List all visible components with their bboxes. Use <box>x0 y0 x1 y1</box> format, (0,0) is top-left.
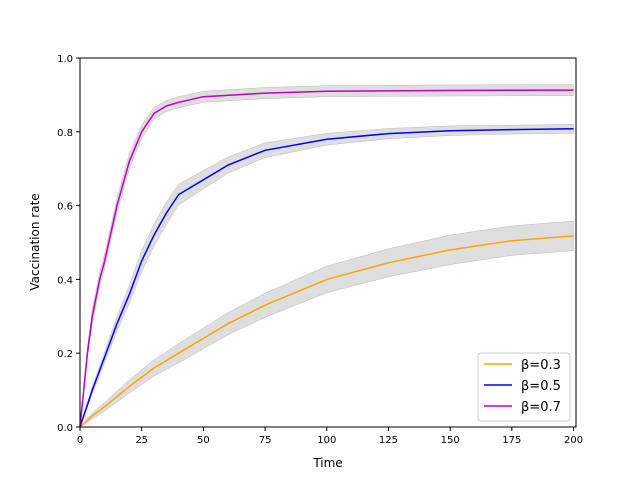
y-axis-ticks: 0.0 0.2 0.4 0.6 0.8 1.0 <box>57 54 80 434</box>
legend-label: β=0.3 <box>521 358 561 373</box>
legend-label: β=0.5 <box>521 379 561 394</box>
legend-label: β=0.7 <box>521 400 561 415</box>
x-tick-label: 125 <box>379 435 398 446</box>
y-tick-label: 0.2 <box>57 349 73 360</box>
y-tick-label: 1.0 <box>57 54 73 65</box>
x-tick-label: 200 <box>564 435 583 446</box>
y-axis-label: Vaccination rate <box>28 193 42 290</box>
x-tick-label: 0 <box>77 435 83 446</box>
line-series-0 <box>79 235 574 428</box>
y-tick-label: 0.0 <box>57 423 73 434</box>
x-tick-label: 25 <box>135 435 148 446</box>
legend: β=0.3 β=0.5 β=0.7 <box>477 352 571 422</box>
y-tick-label: 0.6 <box>57 202 73 213</box>
x-tick-label: 175 <box>502 435 521 446</box>
y-tick-label: 0.8 <box>57 128 73 139</box>
x-tick-label: 75 <box>259 435 272 446</box>
x-tick-label: 50 <box>197 435 210 446</box>
band-series-0 <box>79 220 574 428</box>
y-tick-label: 0.4 <box>57 275 73 286</box>
line-series-1 <box>79 128 574 428</box>
x-tick-label: 100 <box>317 435 336 446</box>
plot-frame <box>79 57 577 428</box>
legend-box <box>477 352 571 422</box>
line-series-2 <box>79 89 574 428</box>
x-axis-label: Time <box>312 456 342 470</box>
x-tick-label: 150 <box>441 435 460 446</box>
series-lines <box>79 89 574 428</box>
x-axis-ticks: 0 25 50 75 100 125 150 175 200 <box>77 427 583 446</box>
